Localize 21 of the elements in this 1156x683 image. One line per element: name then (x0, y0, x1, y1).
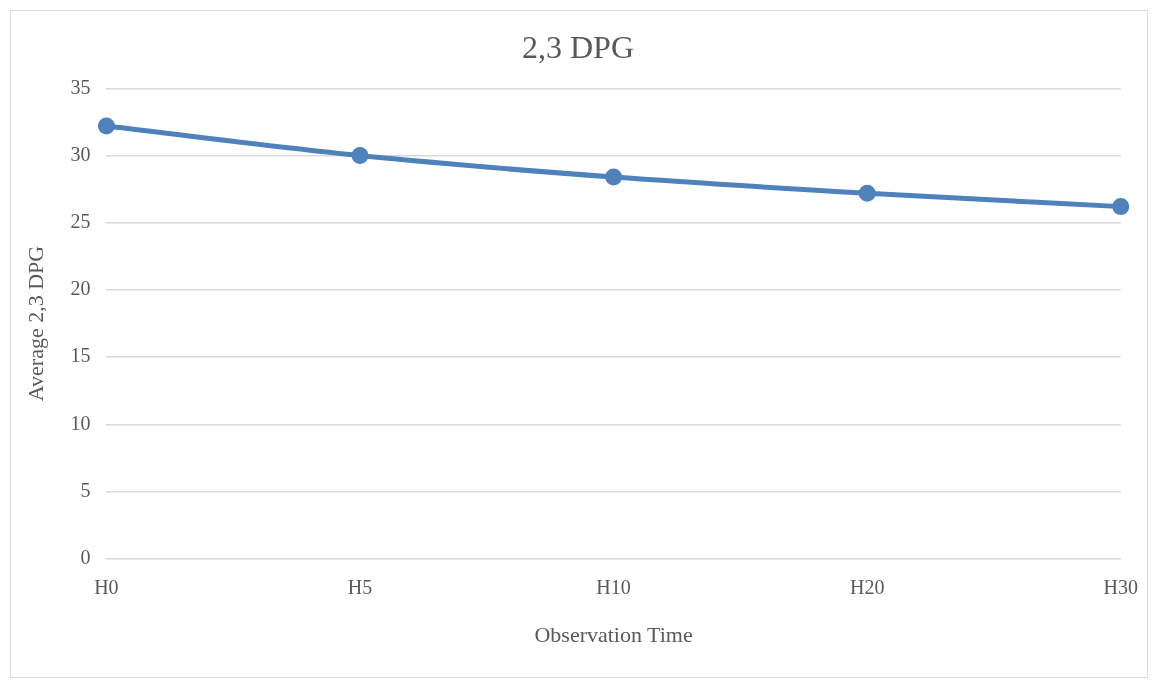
chart-title: 2,3 DPG (521, 28, 635, 65)
y-tick-label: 35 (70, 75, 91, 98)
x-tick-label: H20 (849, 575, 885, 598)
point (605, 168, 623, 186)
y-tick-label: 15 (70, 344, 91, 367)
point (1112, 198, 1130, 216)
y-tick-label: 10 (70, 411, 91, 434)
x-tick-label: H0 (94, 575, 119, 598)
y-tick-label: 30 (70, 142, 91, 165)
x-tick-label: H5 (347, 575, 373, 598)
y-tick-label: 20 (70, 277, 91, 300)
point (858, 184, 876, 202)
y-tick-label: 0 (80, 545, 91, 568)
y-tick-label: 5 (80, 478, 91, 501)
x-axis-title: Observation Time (534, 621, 693, 647)
point (351, 147, 369, 165)
x-tick-label: H30 (1103, 575, 1138, 598)
point (97, 117, 115, 135)
y-axis-title: Average 2,3 DPG (22, 245, 48, 402)
y-tick-label: 25 (70, 209, 91, 232)
x-tick-label: H10 (596, 575, 631, 598)
